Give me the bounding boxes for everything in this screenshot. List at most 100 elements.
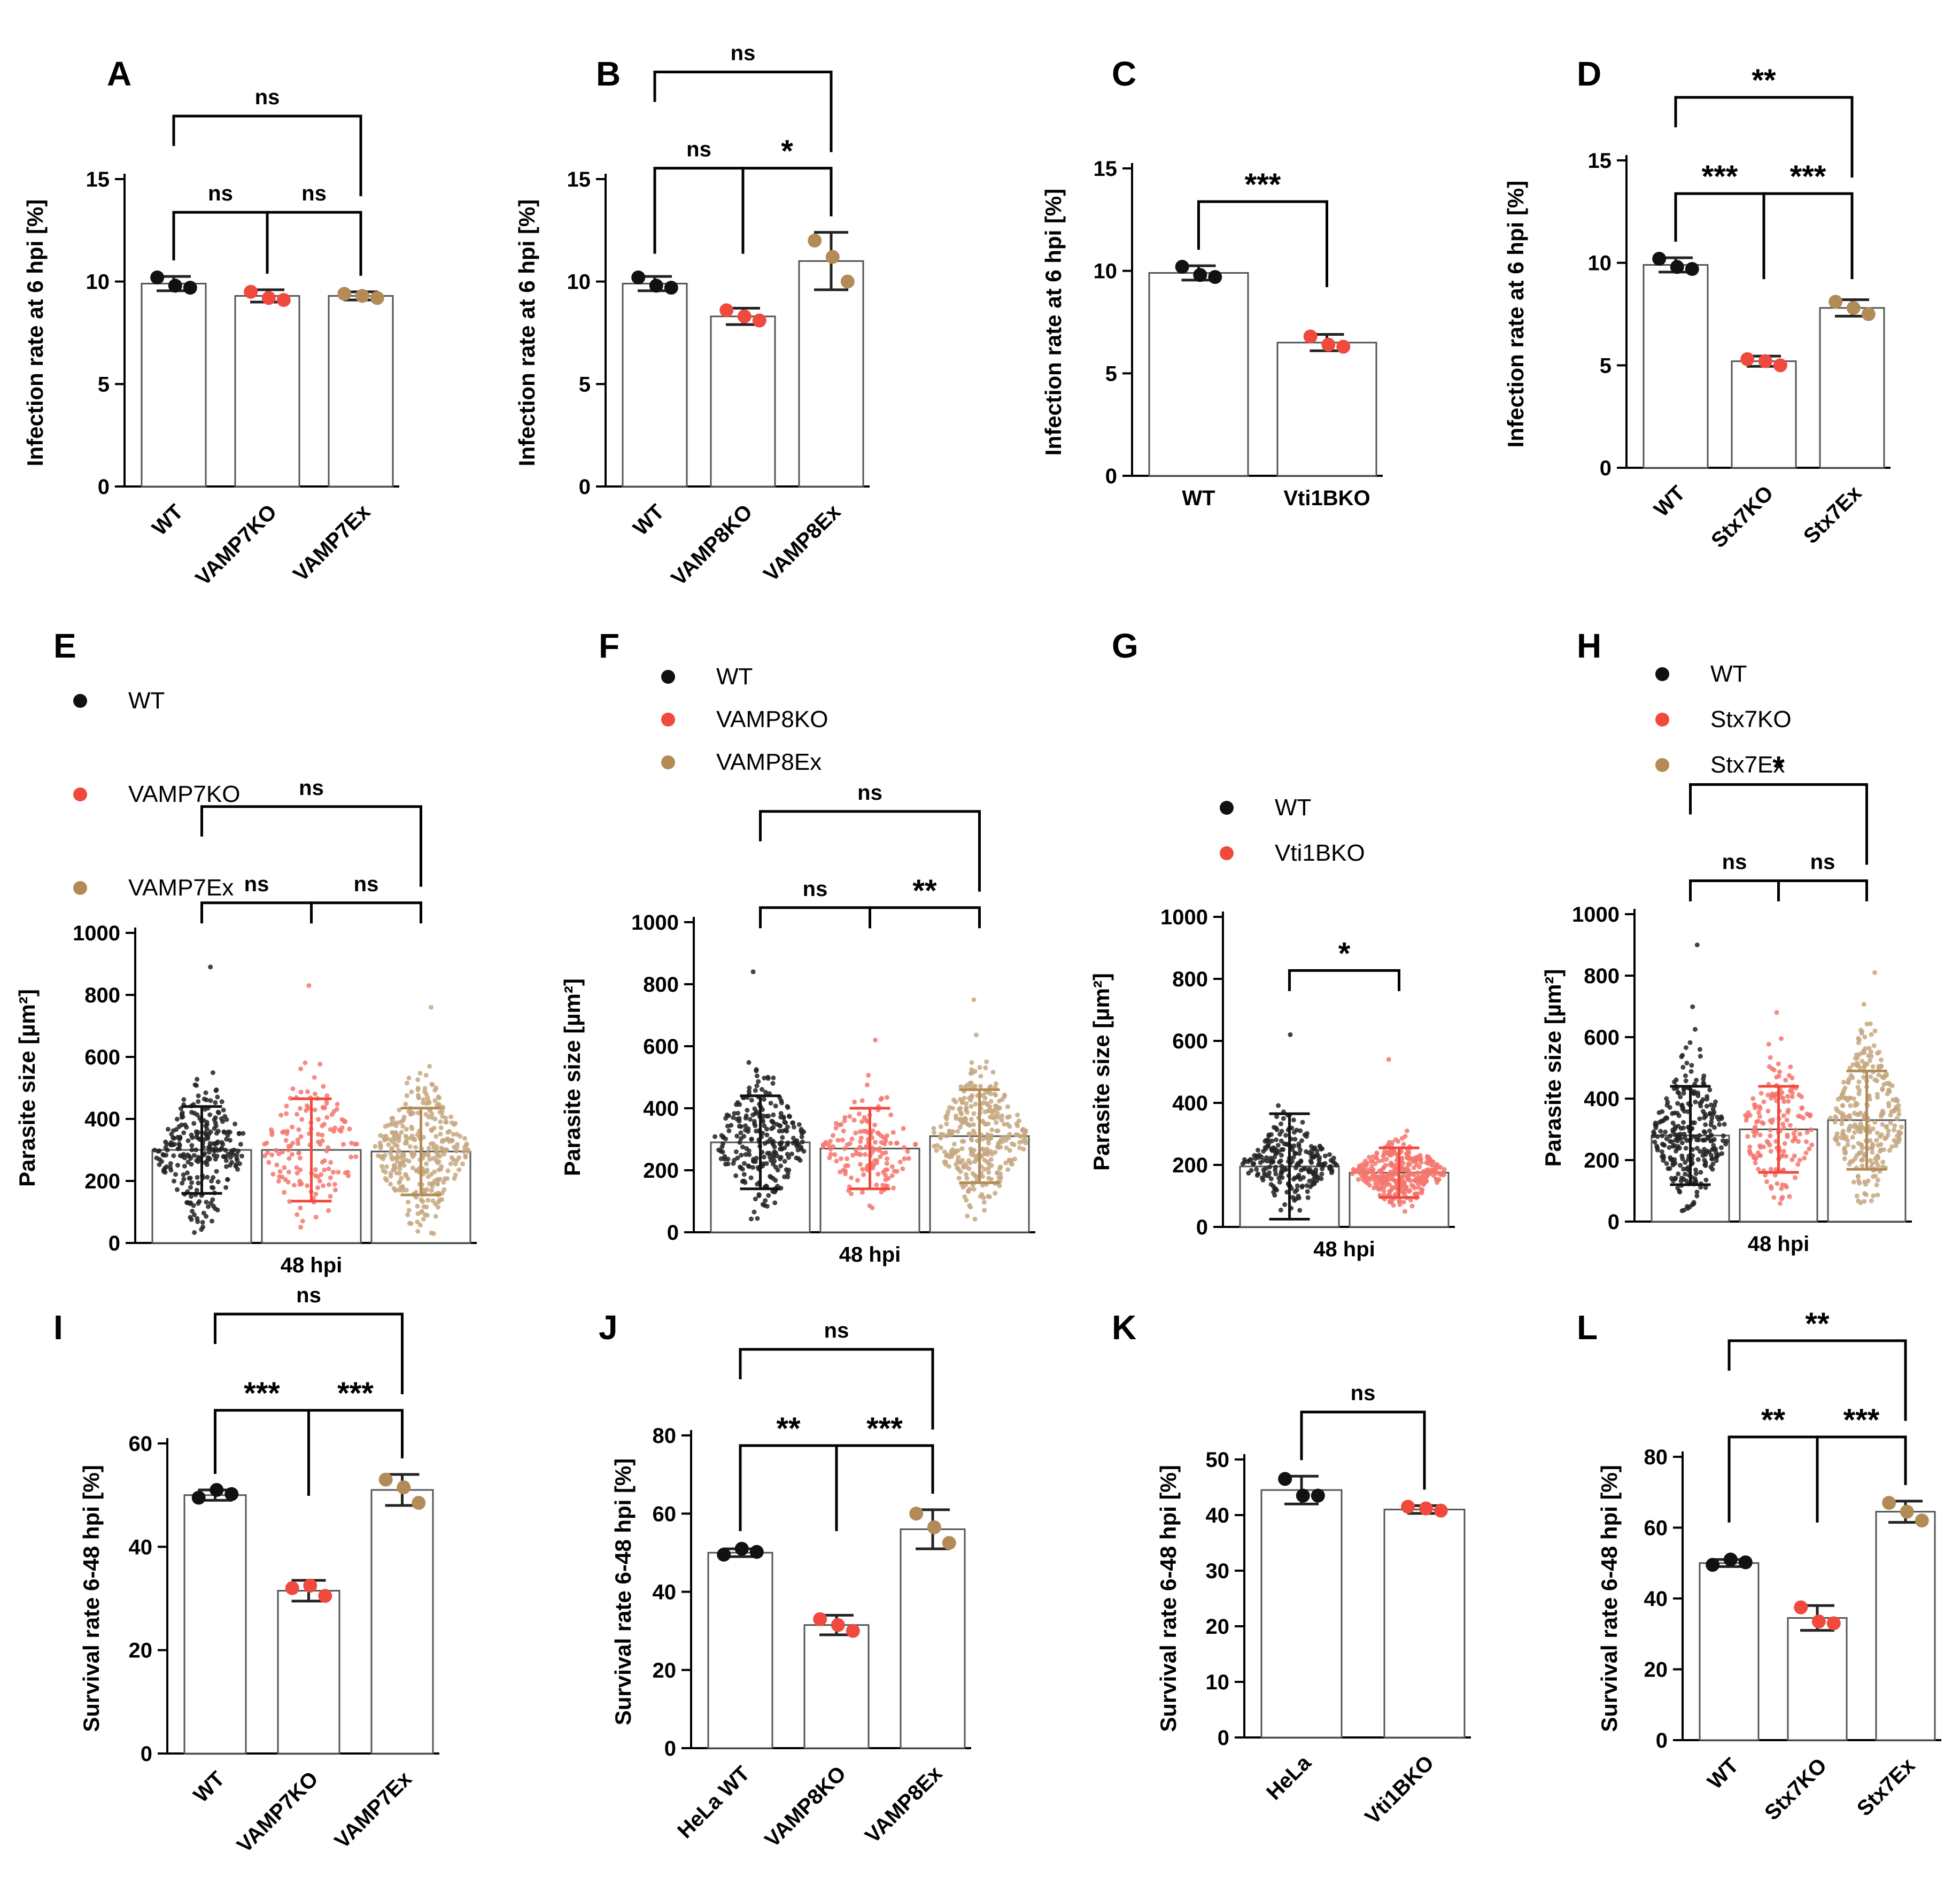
data-point xyxy=(1267,1164,1272,1170)
data-point xyxy=(934,1148,939,1153)
data-point xyxy=(425,1198,431,1203)
data-point xyxy=(1880,1122,1885,1127)
data-point xyxy=(378,1154,383,1160)
data-point xyxy=(1681,1087,1686,1092)
data-point xyxy=(1768,1133,1773,1139)
category-label: VAMP8KO xyxy=(667,500,757,590)
data-point xyxy=(391,1134,397,1140)
data-point xyxy=(883,1138,888,1144)
data-point xyxy=(1021,1133,1026,1138)
data-point xyxy=(840,274,855,289)
data-point xyxy=(849,1191,854,1196)
y-tick-label: 0 xyxy=(98,475,110,499)
data-point xyxy=(227,1138,233,1143)
data-point xyxy=(768,1101,773,1106)
data-point xyxy=(1865,1178,1871,1184)
data-point xyxy=(1778,1201,1783,1206)
data-point xyxy=(397,1171,402,1176)
data-point xyxy=(1390,1173,1395,1178)
data-point xyxy=(326,1208,331,1213)
data-point xyxy=(433,1085,439,1091)
data-point xyxy=(1809,1142,1815,1147)
data-point xyxy=(998,1175,1003,1180)
data-point xyxy=(168,1140,174,1145)
y-tick-label: 15 xyxy=(1094,157,1118,181)
data-point xyxy=(192,1110,197,1116)
data-point xyxy=(322,1122,327,1127)
data-point xyxy=(1279,1121,1283,1126)
data-point xyxy=(1880,1086,1885,1092)
data-point xyxy=(1376,1158,1382,1164)
data-point xyxy=(958,1169,963,1175)
data-point xyxy=(1007,1148,1012,1153)
data-point xyxy=(1771,1068,1777,1072)
y-tick-label: 30 xyxy=(1206,1559,1230,1583)
data-point xyxy=(992,1092,997,1097)
data-point xyxy=(1834,1134,1839,1139)
data-point xyxy=(168,1161,173,1166)
data-point xyxy=(438,1119,443,1124)
data-point xyxy=(196,1093,201,1099)
data-point xyxy=(766,1114,771,1119)
data-point xyxy=(194,1187,199,1193)
data-point xyxy=(1264,1155,1269,1160)
data-point xyxy=(1296,1144,1301,1149)
data-point xyxy=(794,1155,799,1161)
data-point xyxy=(749,1137,754,1142)
data-point xyxy=(403,1101,408,1107)
data-point xyxy=(1440,1170,1446,1175)
data-point xyxy=(349,1140,354,1146)
y-tick-label: 400 xyxy=(1584,1087,1620,1111)
data-point xyxy=(1282,1167,1288,1172)
data-point xyxy=(725,1156,731,1162)
data-point xyxy=(964,1176,970,1181)
data-point xyxy=(971,1128,976,1133)
data-point xyxy=(1429,1162,1434,1168)
y-axis-label: Survival rate 6-48 hpi [%] xyxy=(1597,1465,1622,1732)
data-point xyxy=(1866,1046,1872,1051)
data-point xyxy=(389,1146,394,1151)
data-point xyxy=(974,1155,979,1160)
data-point xyxy=(870,1205,875,1210)
y-tick-label: 1000 xyxy=(73,922,120,945)
data-point xyxy=(1015,1123,1020,1129)
category-label: WT xyxy=(1182,486,1215,510)
data-point xyxy=(1871,1043,1877,1048)
data-point xyxy=(424,1101,429,1106)
data-point xyxy=(168,279,182,293)
y-tick-label: 15 xyxy=(86,168,110,191)
data-point xyxy=(163,1139,168,1145)
data-point xyxy=(1684,1138,1690,1143)
data-point xyxy=(755,1216,760,1221)
data-point xyxy=(1672,1079,1677,1085)
data-point xyxy=(754,1129,759,1134)
data-point xyxy=(175,1187,180,1192)
data-point xyxy=(416,1095,421,1100)
data-point xyxy=(897,1160,903,1164)
y-tick-label: 40 xyxy=(1206,1504,1230,1527)
data-point xyxy=(969,1117,974,1122)
data-point xyxy=(1660,1133,1665,1139)
data-point xyxy=(189,1162,194,1167)
data-point xyxy=(298,1066,303,1071)
data-point xyxy=(982,1208,987,1213)
data-point xyxy=(1888,1113,1893,1118)
data-point xyxy=(1840,1091,1846,1096)
data-point xyxy=(1800,1105,1805,1110)
y-tick-label: 5 xyxy=(1600,354,1612,377)
data-point xyxy=(1858,1200,1863,1206)
data-point xyxy=(1414,1175,1420,1180)
data-point xyxy=(207,1156,212,1162)
data-point xyxy=(1370,1154,1376,1159)
data-point xyxy=(1655,1147,1660,1153)
data-point xyxy=(1384,1180,1390,1185)
data-point xyxy=(1693,1167,1698,1172)
data-point xyxy=(172,1178,176,1184)
data-point xyxy=(439,1164,444,1169)
legend-entry: VAMP8Ex xyxy=(716,749,822,775)
data-point xyxy=(1706,1558,1720,1572)
data-point xyxy=(1667,1145,1672,1150)
y-axis-label: Survival rate 6-48 hpi [%] xyxy=(1156,1465,1181,1732)
